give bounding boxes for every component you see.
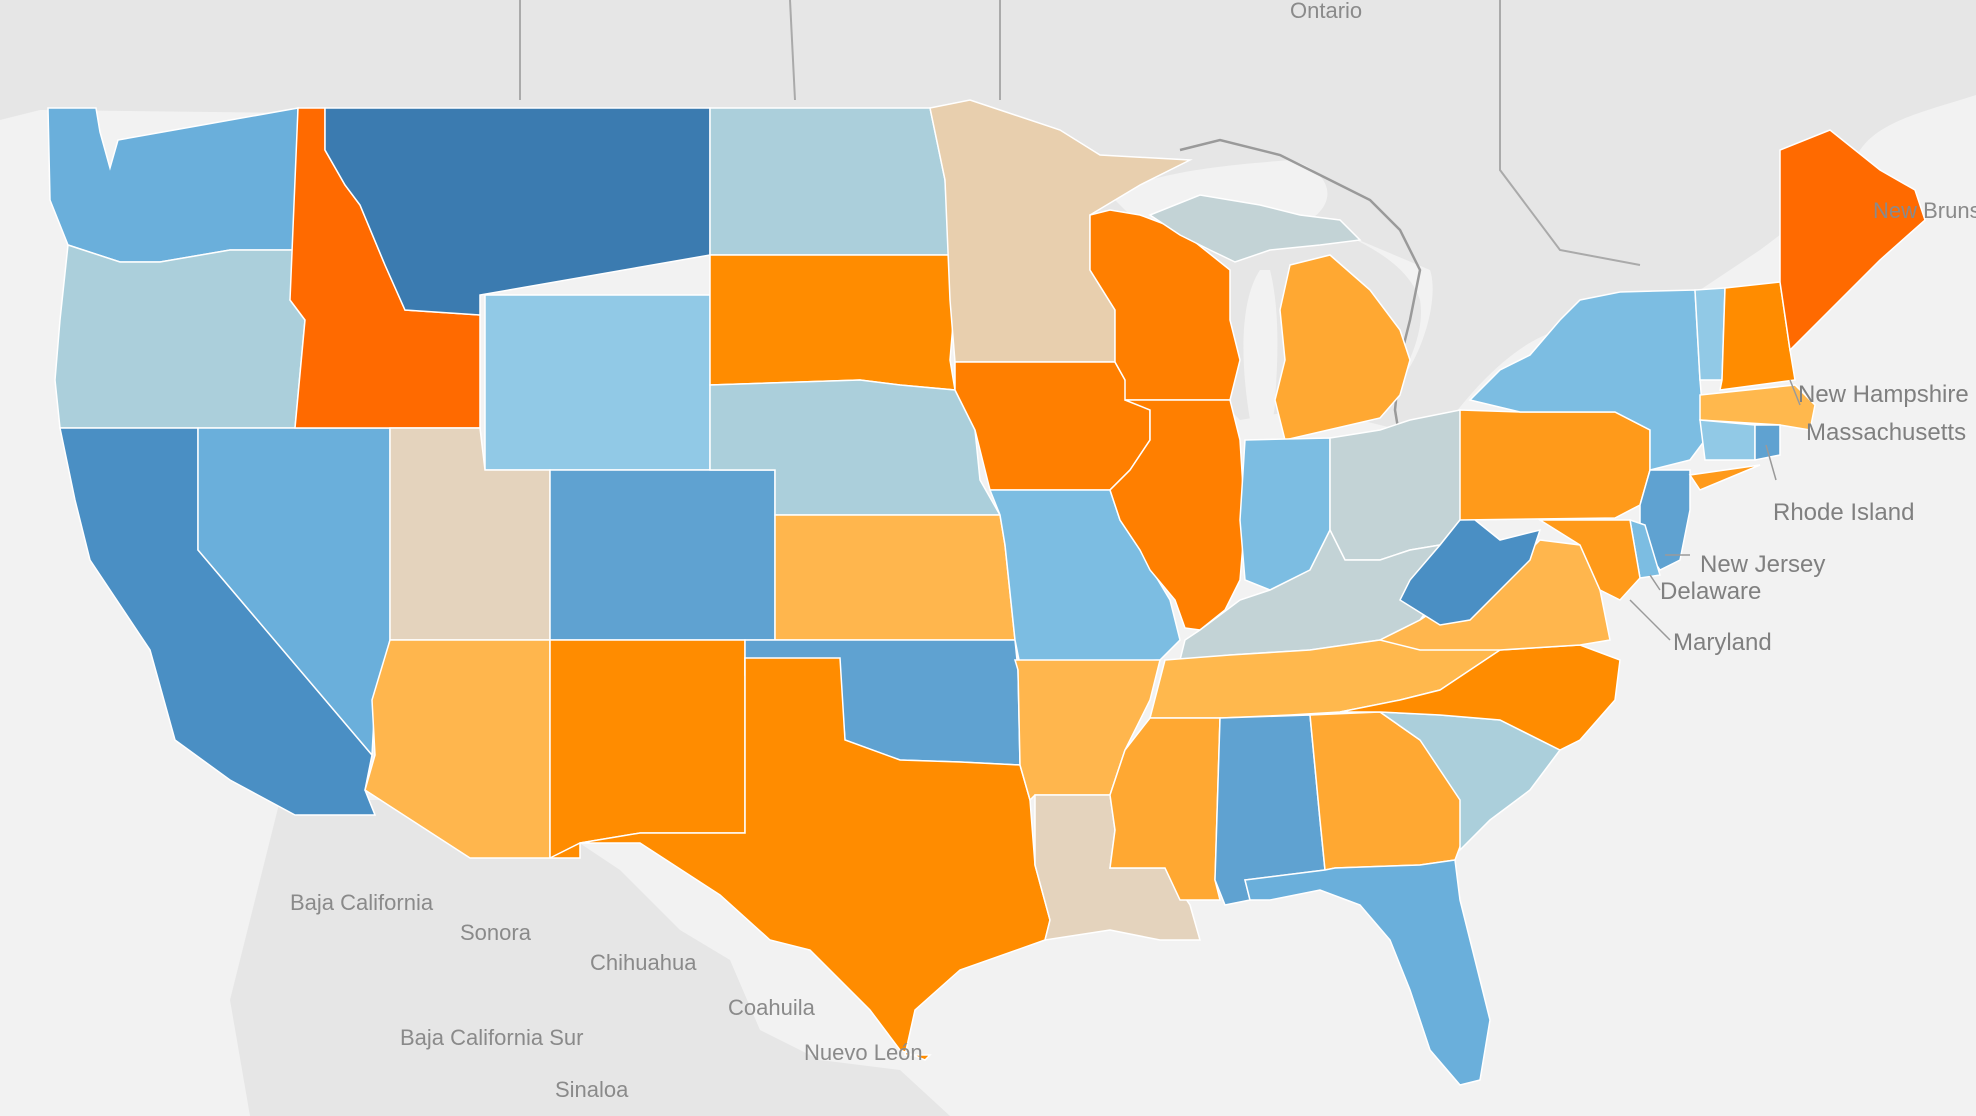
state-rhode-island xyxy=(1754,424,1781,461)
label-maryland: Maryland xyxy=(1673,629,1772,656)
label-ontario: Ontario xyxy=(1290,0,1362,23)
state-washington xyxy=(47,107,299,263)
label-baja-california: Baja California xyxy=(290,890,434,915)
baja-peninsula xyxy=(290,820,480,1116)
state-colorado xyxy=(549,469,776,641)
label-massachusetts: Massachusetts xyxy=(1806,419,1966,446)
state-vermont xyxy=(1694,287,1726,381)
state-iowa xyxy=(954,361,1151,491)
state-south-dakota xyxy=(709,254,956,391)
label-new-hampshire: New Hampshire xyxy=(1798,381,1969,408)
state-north-dakota xyxy=(709,107,951,256)
label-new-brunswick: New Brunswick xyxy=(1873,198,1976,223)
label-nuevo-leon: Nuevo León xyxy=(804,1040,923,1065)
state-connecticut xyxy=(1699,419,1756,461)
state-maryland xyxy=(1537,519,1641,601)
lake-huron xyxy=(1335,230,1433,380)
us-canada-border-great-lakes xyxy=(1179,138,1450,442)
state-michigan-upper xyxy=(1148,194,1362,263)
state-oregon xyxy=(54,243,306,429)
label-coahuila: Coahuila xyxy=(728,995,816,1020)
label-chihuahua: Chihuahua xyxy=(590,950,697,975)
state-long-island xyxy=(1688,464,1761,491)
state-pennsylvania xyxy=(1459,409,1651,521)
state-new-mexico xyxy=(549,639,746,859)
lake-michigan xyxy=(1243,270,1278,431)
label-new-jersey: New Jersey xyxy=(1700,551,1825,578)
state-north-carolina xyxy=(1339,644,1621,751)
label-sinaloa: Sinaloa xyxy=(555,1077,629,1102)
state-maine xyxy=(1779,129,1926,352)
background-labels: Ontario New Brunswick Baja California So… xyxy=(290,0,1976,1102)
state-kansas xyxy=(774,514,1016,641)
state-wisconsin xyxy=(1089,209,1241,401)
label-sonora: Sonora xyxy=(460,920,532,945)
state-florida xyxy=(1244,859,1491,1086)
state-texas xyxy=(549,657,1051,1061)
us-states xyxy=(47,99,1926,1086)
state-wyoming xyxy=(484,294,711,471)
label-baja-california-sur: Baja California Sur xyxy=(400,1025,583,1050)
callout-leaders xyxy=(1629,379,1801,641)
label-rhode-island: Rhode Island xyxy=(1773,499,1914,526)
state-callout-labels: New Hampshire Massachusetts Rhode Island… xyxy=(1660,381,1969,656)
state-michigan-lower xyxy=(1274,254,1411,441)
state-nebraska xyxy=(709,379,1002,516)
canada-province-border xyxy=(519,0,1641,266)
label-delaware: Delaware xyxy=(1660,578,1761,605)
